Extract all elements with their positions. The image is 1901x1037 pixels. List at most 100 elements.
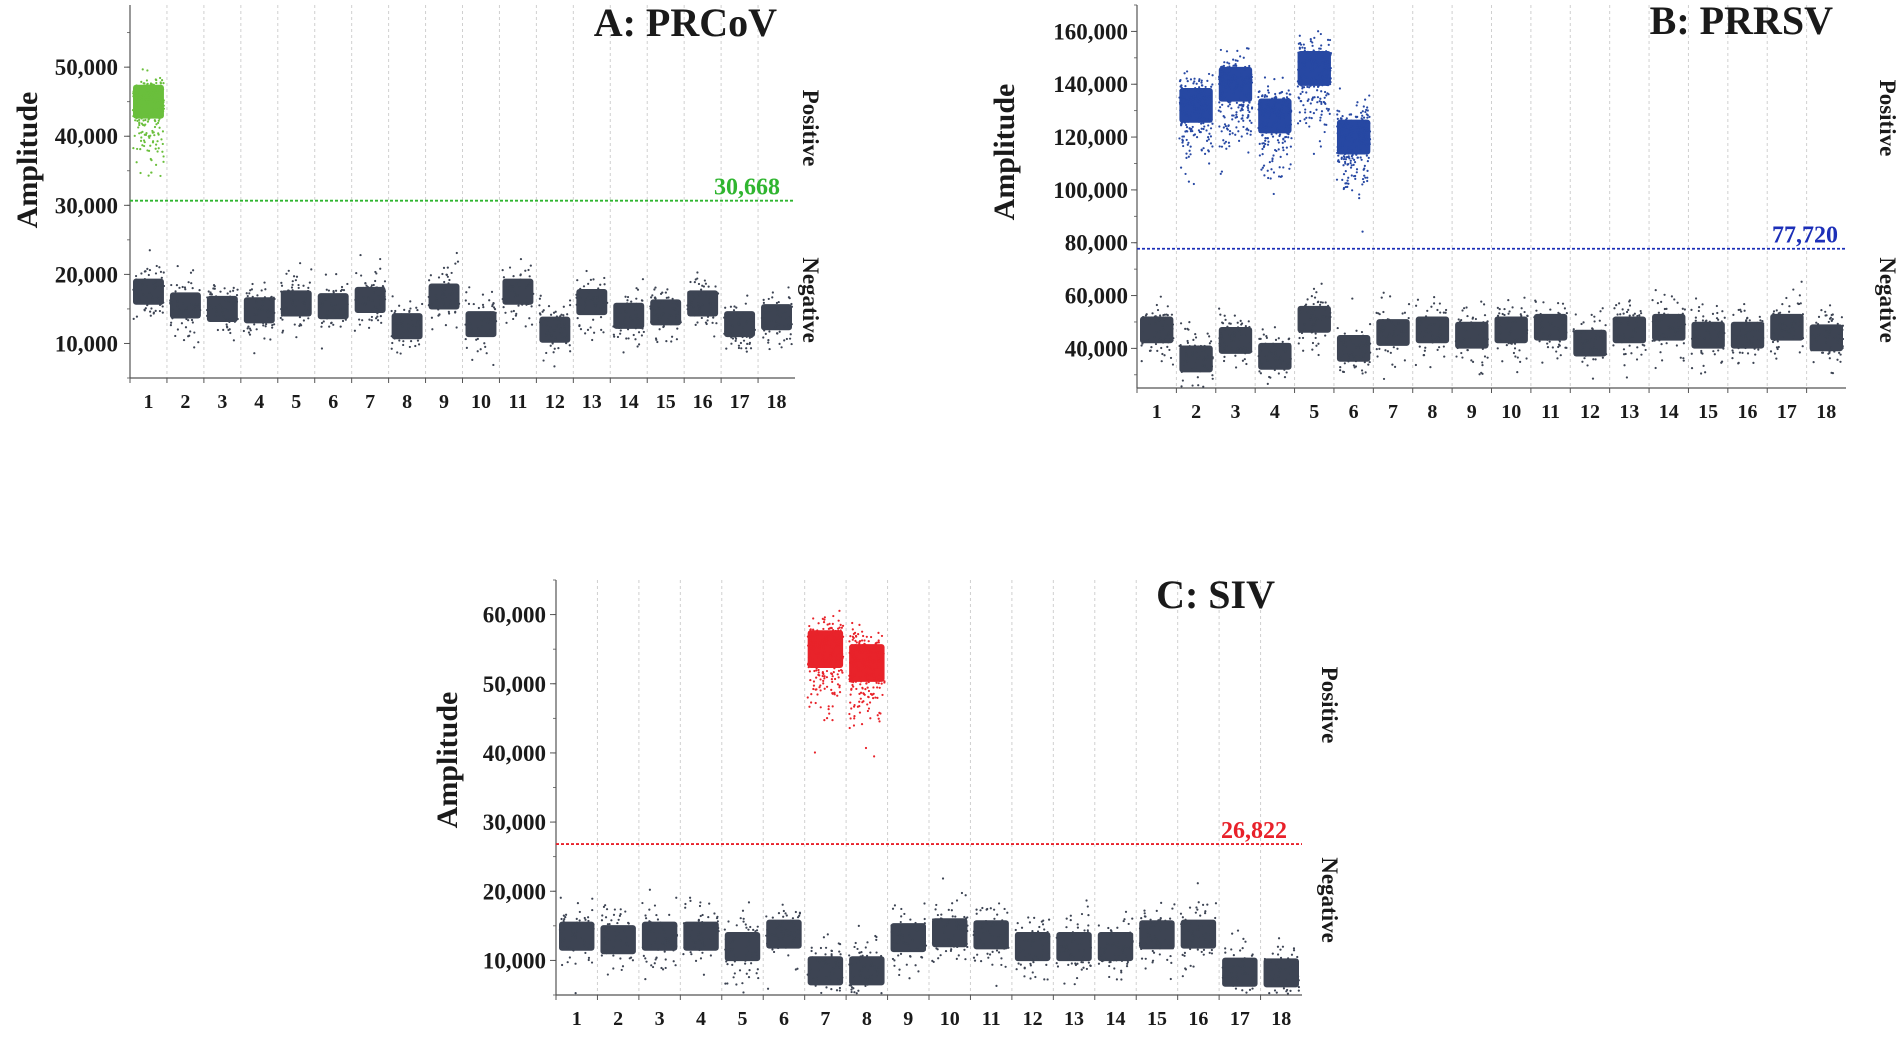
y-tick-label: 140,000 — [1053, 72, 1128, 97]
negative-droplet — [1619, 335, 1622, 338]
negative-droplet — [1440, 317, 1443, 320]
negative-droplet — [650, 296, 653, 299]
positive-droplet — [1199, 90, 1202, 93]
positive-droplet — [1323, 90, 1327, 94]
positive-droplet — [1301, 46, 1304, 49]
negative-droplet — [1463, 344, 1466, 347]
negative-droplet — [1775, 328, 1778, 331]
positive-droplet — [1365, 108, 1368, 112]
negative-droplet — [1394, 326, 1398, 329]
negative-droplet — [1154, 320, 1157, 323]
positive-droplet — [1267, 126, 1270, 129]
chart-title: B: PRRSV — [1650, 0, 1833, 43]
negative-droplet — [181, 302, 185, 305]
negative-droplet — [559, 940, 562, 943]
negative-droplet — [294, 279, 297, 282]
negative-droplet — [1352, 364, 1356, 367]
negative-droplet — [519, 278, 522, 281]
negative-droplet — [1405, 342, 1408, 345]
negative-droplet — [1314, 317, 1317, 321]
negative-droplet — [1375, 348, 1378, 351]
negative-droplet — [755, 955, 758, 958]
negative-droplet — [1565, 346, 1568, 349]
negative-droplet — [1204, 358, 1207, 362]
positive-droplet — [1284, 100, 1287, 103]
negative-droplet — [663, 931, 666, 935]
negative-droplet — [1160, 360, 1163, 363]
negative-droplet — [335, 293, 338, 296]
negative-droplet — [630, 300, 633, 303]
negative-droplet — [1732, 351, 1735, 354]
positive-droplet — [1259, 100, 1262, 103]
positive-droplet — [133, 87, 136, 90]
negative-droplet — [1281, 340, 1284, 343]
negative-droplet — [1281, 348, 1285, 351]
negative-droplet — [1278, 359, 1281, 362]
negative-droplet — [1470, 321, 1473, 324]
negative-droplet — [1821, 351, 1825, 354]
positive-droplet — [1226, 61, 1229, 64]
x-tick-label: 10 — [471, 391, 491, 413]
negative-droplet — [1481, 361, 1484, 364]
positive-droplet — [1267, 91, 1270, 94]
positive-droplet — [1260, 107, 1263, 110]
negative-droplet — [1512, 351, 1516, 355]
positive-droplet — [1218, 101, 1221, 104]
positive-droplet — [1320, 113, 1323, 116]
positive-droplet — [1366, 116, 1369, 119]
negative-droplet — [1704, 320, 1707, 323]
negative-droplet — [698, 948, 701, 952]
negative-droplet — [742, 339, 746, 342]
positive-droplet — [1227, 105, 1230, 108]
positive-droplet — [1261, 153, 1264, 156]
negative-droplet — [1692, 330, 1695, 333]
negative-droplet — [1194, 362, 1197, 365]
negative-droplet — [1339, 366, 1342, 369]
negative-droplet — [606, 973, 609, 976]
negative-droplet — [820, 991, 823, 995]
negative-droplet — [493, 317, 496, 320]
positive-droplet — [148, 136, 151, 139]
negative-droplet — [512, 274, 515, 278]
positive-droplet — [1302, 104, 1305, 107]
negative-droplet — [382, 306, 385, 309]
negative-droplet — [1525, 357, 1528, 360]
negative-droplet — [764, 311, 767, 314]
positive-droplet — [1207, 138, 1210, 141]
negative-droplet — [225, 318, 229, 322]
positive-droplet — [1302, 61, 1306, 64]
negative-droplet — [625, 302, 629, 305]
negative-droplet — [1719, 336, 1722, 339]
positive-droplet — [814, 701, 817, 705]
negative-droplet — [1539, 325, 1542, 328]
negative-droplet — [1471, 325, 1474, 329]
negative-droplet — [287, 269, 290, 272]
positive-droplet — [1267, 99, 1270, 102]
negative-droplet — [517, 302, 520, 305]
negative-droplet — [1583, 346, 1586, 349]
negative-droplet — [1277, 356, 1280, 360]
positive-droplet — [1239, 74, 1243, 77]
negative-droplet — [732, 954, 735, 957]
negative-droplet — [441, 272, 444, 276]
positive-droplet — [152, 111, 155, 114]
negative-droplet — [756, 925, 759, 928]
negative-droplet — [1790, 322, 1793, 325]
negative-droplet — [1635, 358, 1639, 361]
negative-droplet — [1665, 342, 1668, 345]
positive-droplet — [1278, 92, 1281, 95]
negative-droplet — [624, 316, 627, 319]
negative-droplet — [401, 321, 405, 324]
negative-droplet — [747, 976, 751, 979]
negative-droplet — [1431, 341, 1434, 344]
negative-droplet — [1315, 319, 1318, 323]
negative-droplet — [623, 929, 626, 933]
negative-droplet-cluster — [133, 278, 164, 305]
negative-droplet — [443, 304, 446, 308]
negative-droplet — [408, 309, 411, 312]
negative-droplet — [182, 296, 185, 299]
positive-droplet — [1199, 131, 1202, 134]
negative-droplet — [370, 315, 374, 319]
negative-droplet — [502, 289, 506, 292]
negative-droplet — [1172, 337, 1175, 340]
